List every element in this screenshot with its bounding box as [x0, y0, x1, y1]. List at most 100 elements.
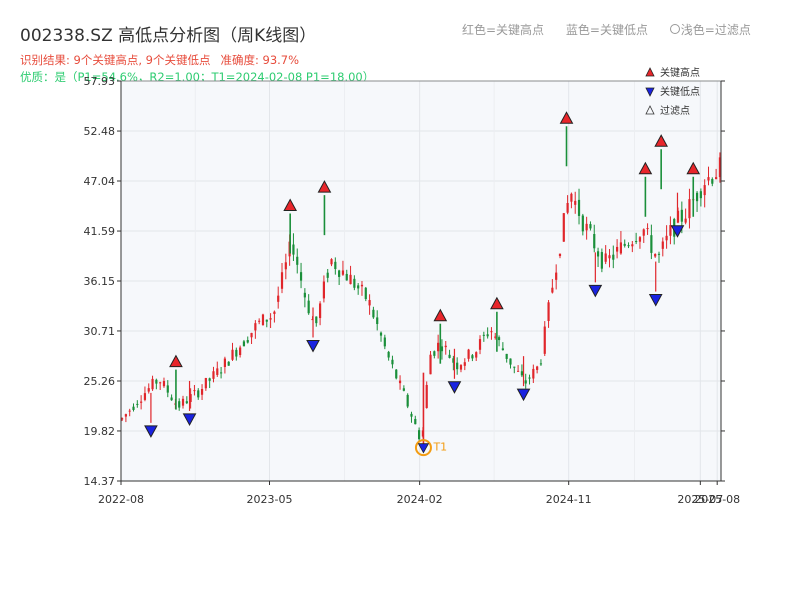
x-tick-label: 2024-11 [546, 493, 592, 506]
candle-body [330, 259, 333, 265]
candle-body [459, 365, 463, 370]
candle-body [437, 342, 440, 352]
candle-body [661, 241, 664, 249]
candle-body [212, 371, 215, 379]
candle-body [189, 394, 192, 402]
y-tick-label: 52.48 [84, 125, 116, 138]
legend-blue-text: 蓝色=关键低点 [565, 23, 648, 37]
candle-body [547, 302, 550, 321]
chart-title: 002338.SZ 高低点分析图（周K线图） [20, 26, 317, 46]
candle-body [638, 237, 642, 242]
candle-body [490, 331, 493, 333]
legend-light-label: 浅色=过滤点 [680, 23, 751, 37]
candle-body [600, 252, 603, 269]
y-tick-label: 57.93 [84, 75, 116, 88]
candle-body [482, 334, 485, 336]
candle-body [258, 320, 261, 322]
candle-body [707, 177, 710, 181]
candle-body [627, 245, 630, 247]
candle-body [159, 382, 162, 384]
candle-body [132, 406, 135, 410]
candle-body [166, 385, 169, 393]
candle-body [543, 326, 546, 354]
candle-body [349, 274, 352, 285]
candle-body [193, 390, 196, 392]
candle-body [684, 218, 687, 223]
candle-body [619, 242, 623, 254]
candle-body [395, 369, 398, 379]
candle-body [532, 368, 535, 379]
candle-body [433, 351, 436, 356]
candle-body [269, 318, 272, 320]
candle-body [688, 199, 691, 219]
legend-light-text: 浅色=过滤点 [669, 23, 751, 37]
candle-body [227, 361, 230, 366]
candle-body [128, 410, 131, 412]
markers-layer: T1 [144, 111, 701, 457]
candle-body [292, 244, 295, 255]
candle-body [391, 359, 394, 365]
accuracy-text: 准确度: 93.7% [220, 53, 300, 67]
candle-body [204, 377, 207, 389]
candle-body [425, 384, 428, 409]
candle-body [162, 380, 166, 387]
candle-body [136, 403, 139, 405]
candle-body [387, 351, 390, 358]
candle-body [616, 246, 619, 252]
key-high-marker [654, 134, 669, 147]
candle-body [497, 337, 501, 341]
candle-body [140, 401, 143, 403]
candle-body [178, 401, 181, 408]
legend-label: 关键高点 [660, 66, 700, 79]
candle-body [414, 418, 417, 425]
y-tick-label: 47.04 [84, 175, 116, 188]
candle-body [452, 358, 455, 363]
candle-body [417, 430, 421, 440]
candle-body [239, 347, 242, 356]
candle-body [261, 314, 265, 326]
key-high-marker [490, 296, 504, 310]
candle-body [463, 362, 466, 366]
candle-body [558, 253, 562, 257]
key-high-marker [169, 354, 183, 368]
candle-body [509, 358, 512, 365]
candle-body [440, 346, 444, 352]
legend-label: 过滤点 [660, 104, 690, 117]
x-tick-label: 2025-07 [677, 493, 723, 506]
t1-marker [417, 443, 430, 454]
candle-body [376, 317, 379, 325]
candle-body [254, 323, 257, 331]
candle-body [147, 388, 150, 392]
x-tick-label: 2024-02 [397, 493, 443, 506]
candle-body [494, 336, 497, 338]
y-tick-label: 36.15 [84, 275, 116, 288]
candle-body [398, 380, 402, 384]
legend-marker [645, 87, 655, 97]
x-tick-label: 2023-05 [247, 493, 293, 506]
candle-body [410, 413, 413, 417]
candle-body [368, 300, 371, 306]
candle-body [143, 393, 147, 400]
candle-body [151, 378, 154, 390]
candle-body [372, 309, 375, 318]
candle-body [486, 334, 489, 337]
candle-body [536, 366, 539, 370]
candle-body [577, 199, 581, 216]
y-tick-label: 30.71 [84, 325, 116, 338]
candle-body [581, 215, 584, 232]
top-color-legend: 红色=关键高点 蓝色=关键低点 浅色=过滤点 [462, 21, 769, 38]
candle-body [364, 287, 367, 300]
candle-body [665, 235, 668, 241]
candle-body [265, 319, 268, 322]
candle-body [585, 223, 588, 231]
candle-body [197, 390, 200, 398]
candle-body [124, 414, 127, 417]
candle-body [456, 362, 459, 370]
candle-body [235, 349, 238, 357]
key-high-marker [433, 308, 448, 322]
candle-body [475, 352, 478, 358]
candle-body [650, 235, 653, 253]
candle-body [555, 272, 558, 280]
y-tick-label: 25.26 [84, 375, 116, 388]
